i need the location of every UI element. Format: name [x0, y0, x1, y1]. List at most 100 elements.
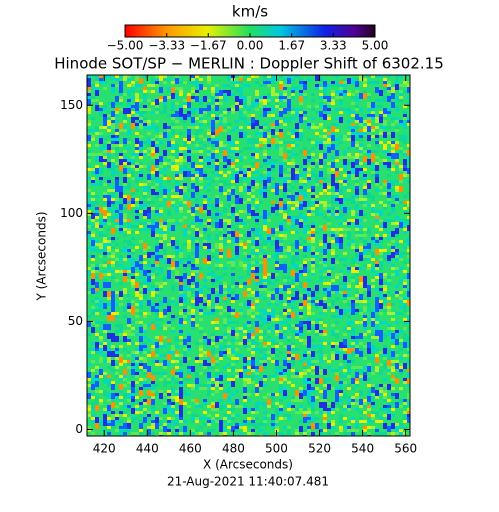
image-pixel	[271, 375, 275, 378]
image-pixel	[147, 168, 151, 171]
image-pixel	[263, 123, 267, 126]
image-pixel	[331, 174, 335, 180]
image-pixel	[107, 162, 111, 168]
image-pixel	[239, 198, 243, 204]
image-pixel	[139, 90, 143, 93]
image-pixel	[187, 126, 191, 129]
image-pixel	[355, 153, 359, 156]
image-pixel	[315, 180, 319, 183]
image-pixel	[251, 336, 255, 339]
image-pixel	[295, 336, 299, 339]
image-pixel	[335, 402, 339, 405]
image-pixel	[359, 231, 363, 234]
image-pixel	[191, 288, 195, 291]
image-pixel	[259, 177, 263, 180]
image-pixel	[403, 135, 407, 138]
image-pixel	[391, 87, 395, 90]
image-pixel	[279, 243, 283, 246]
image-pixel	[239, 159, 243, 162]
image-pixel	[191, 432, 195, 435]
image-pixel	[179, 420, 183, 423]
image-pixel	[159, 132, 163, 135]
image-pixel	[327, 162, 331, 165]
image-pixel	[323, 243, 327, 246]
image-pixel	[147, 399, 151, 405]
image-pixel	[339, 87, 343, 90]
image-pixel	[187, 348, 191, 351]
image-pixel	[127, 420, 131, 423]
image-pixel	[155, 363, 159, 366]
image-pixel	[151, 165, 155, 171]
image-pixel	[387, 402, 391, 405]
image-pixel	[195, 342, 199, 345]
image-pixel	[127, 408, 131, 411]
image-pixel	[247, 99, 251, 102]
image-pixel	[307, 351, 311, 354]
image-pixel	[323, 264, 327, 267]
image-pixel	[235, 390, 239, 393]
image-pixel	[219, 432, 223, 435]
image-pixel	[155, 267, 159, 270]
image-pixel	[191, 99, 195, 102]
image-pixel	[199, 339, 203, 342]
image-pixel	[295, 375, 299, 378]
image-pixel	[283, 159, 287, 162]
image-pixel	[399, 222, 403, 228]
image-pixel	[295, 354, 299, 360]
image-pixel	[211, 153, 215, 159]
image-pixel	[395, 423, 399, 426]
image-pixel	[131, 177, 135, 180]
image-pixel	[255, 249, 259, 252]
image-pixel	[103, 144, 107, 147]
image-pixel	[347, 294, 351, 297]
image-pixel	[143, 141, 147, 144]
image-pixel	[383, 354, 387, 357]
image-pixel	[391, 189, 395, 192]
image-pixel	[175, 357, 179, 360]
image-pixel	[91, 201, 95, 204]
image-pixel	[407, 156, 410, 159]
image-pixel	[155, 222, 159, 228]
image-pixel	[87, 405, 91, 408]
image-pixel	[219, 255, 223, 258]
image-pixel	[195, 402, 199, 405]
image-pixel	[155, 120, 159, 123]
image-pixel	[279, 390, 283, 393]
image-pixel	[367, 348, 371, 354]
image-pixel	[391, 408, 395, 411]
image-pixel	[227, 285, 231, 288]
image-pixel	[175, 147, 179, 150]
image-pixel	[343, 354, 347, 360]
image-pixel	[147, 186, 151, 189]
image-pixel	[383, 300, 387, 303]
image-pixel	[87, 321, 91, 327]
image-pixel	[279, 177, 283, 180]
image-pixel	[111, 402, 115, 408]
image-pixel	[267, 375, 271, 378]
image-pixel	[291, 279, 295, 282]
image-pixel	[351, 321, 355, 324]
image-pixel	[175, 399, 179, 402]
image-pixel	[231, 354, 235, 357]
image-pixel	[255, 423, 259, 426]
image-pixel	[107, 426, 111, 429]
image-pixel	[315, 87, 319, 90]
image-pixel	[239, 354, 243, 357]
image-pixel	[383, 321, 387, 324]
image-pixel	[251, 267, 255, 270]
image-pixel	[363, 150, 367, 153]
image-pixel	[175, 75, 179, 78]
image-pixel	[375, 126, 379, 129]
image-pixel	[363, 249, 367, 252]
image-pixel	[123, 195, 127, 198]
image-pixel	[387, 180, 391, 183]
image-pixel	[211, 336, 215, 339]
image-pixel	[227, 387, 231, 390]
image-pixel	[307, 279, 311, 282]
image-pixel	[259, 315, 263, 318]
image-pixel	[243, 258, 247, 261]
image-pixel	[383, 144, 387, 147]
image-pixel	[191, 138, 195, 141]
image-pixel	[283, 234, 287, 237]
image-pixel	[103, 330, 107, 333]
